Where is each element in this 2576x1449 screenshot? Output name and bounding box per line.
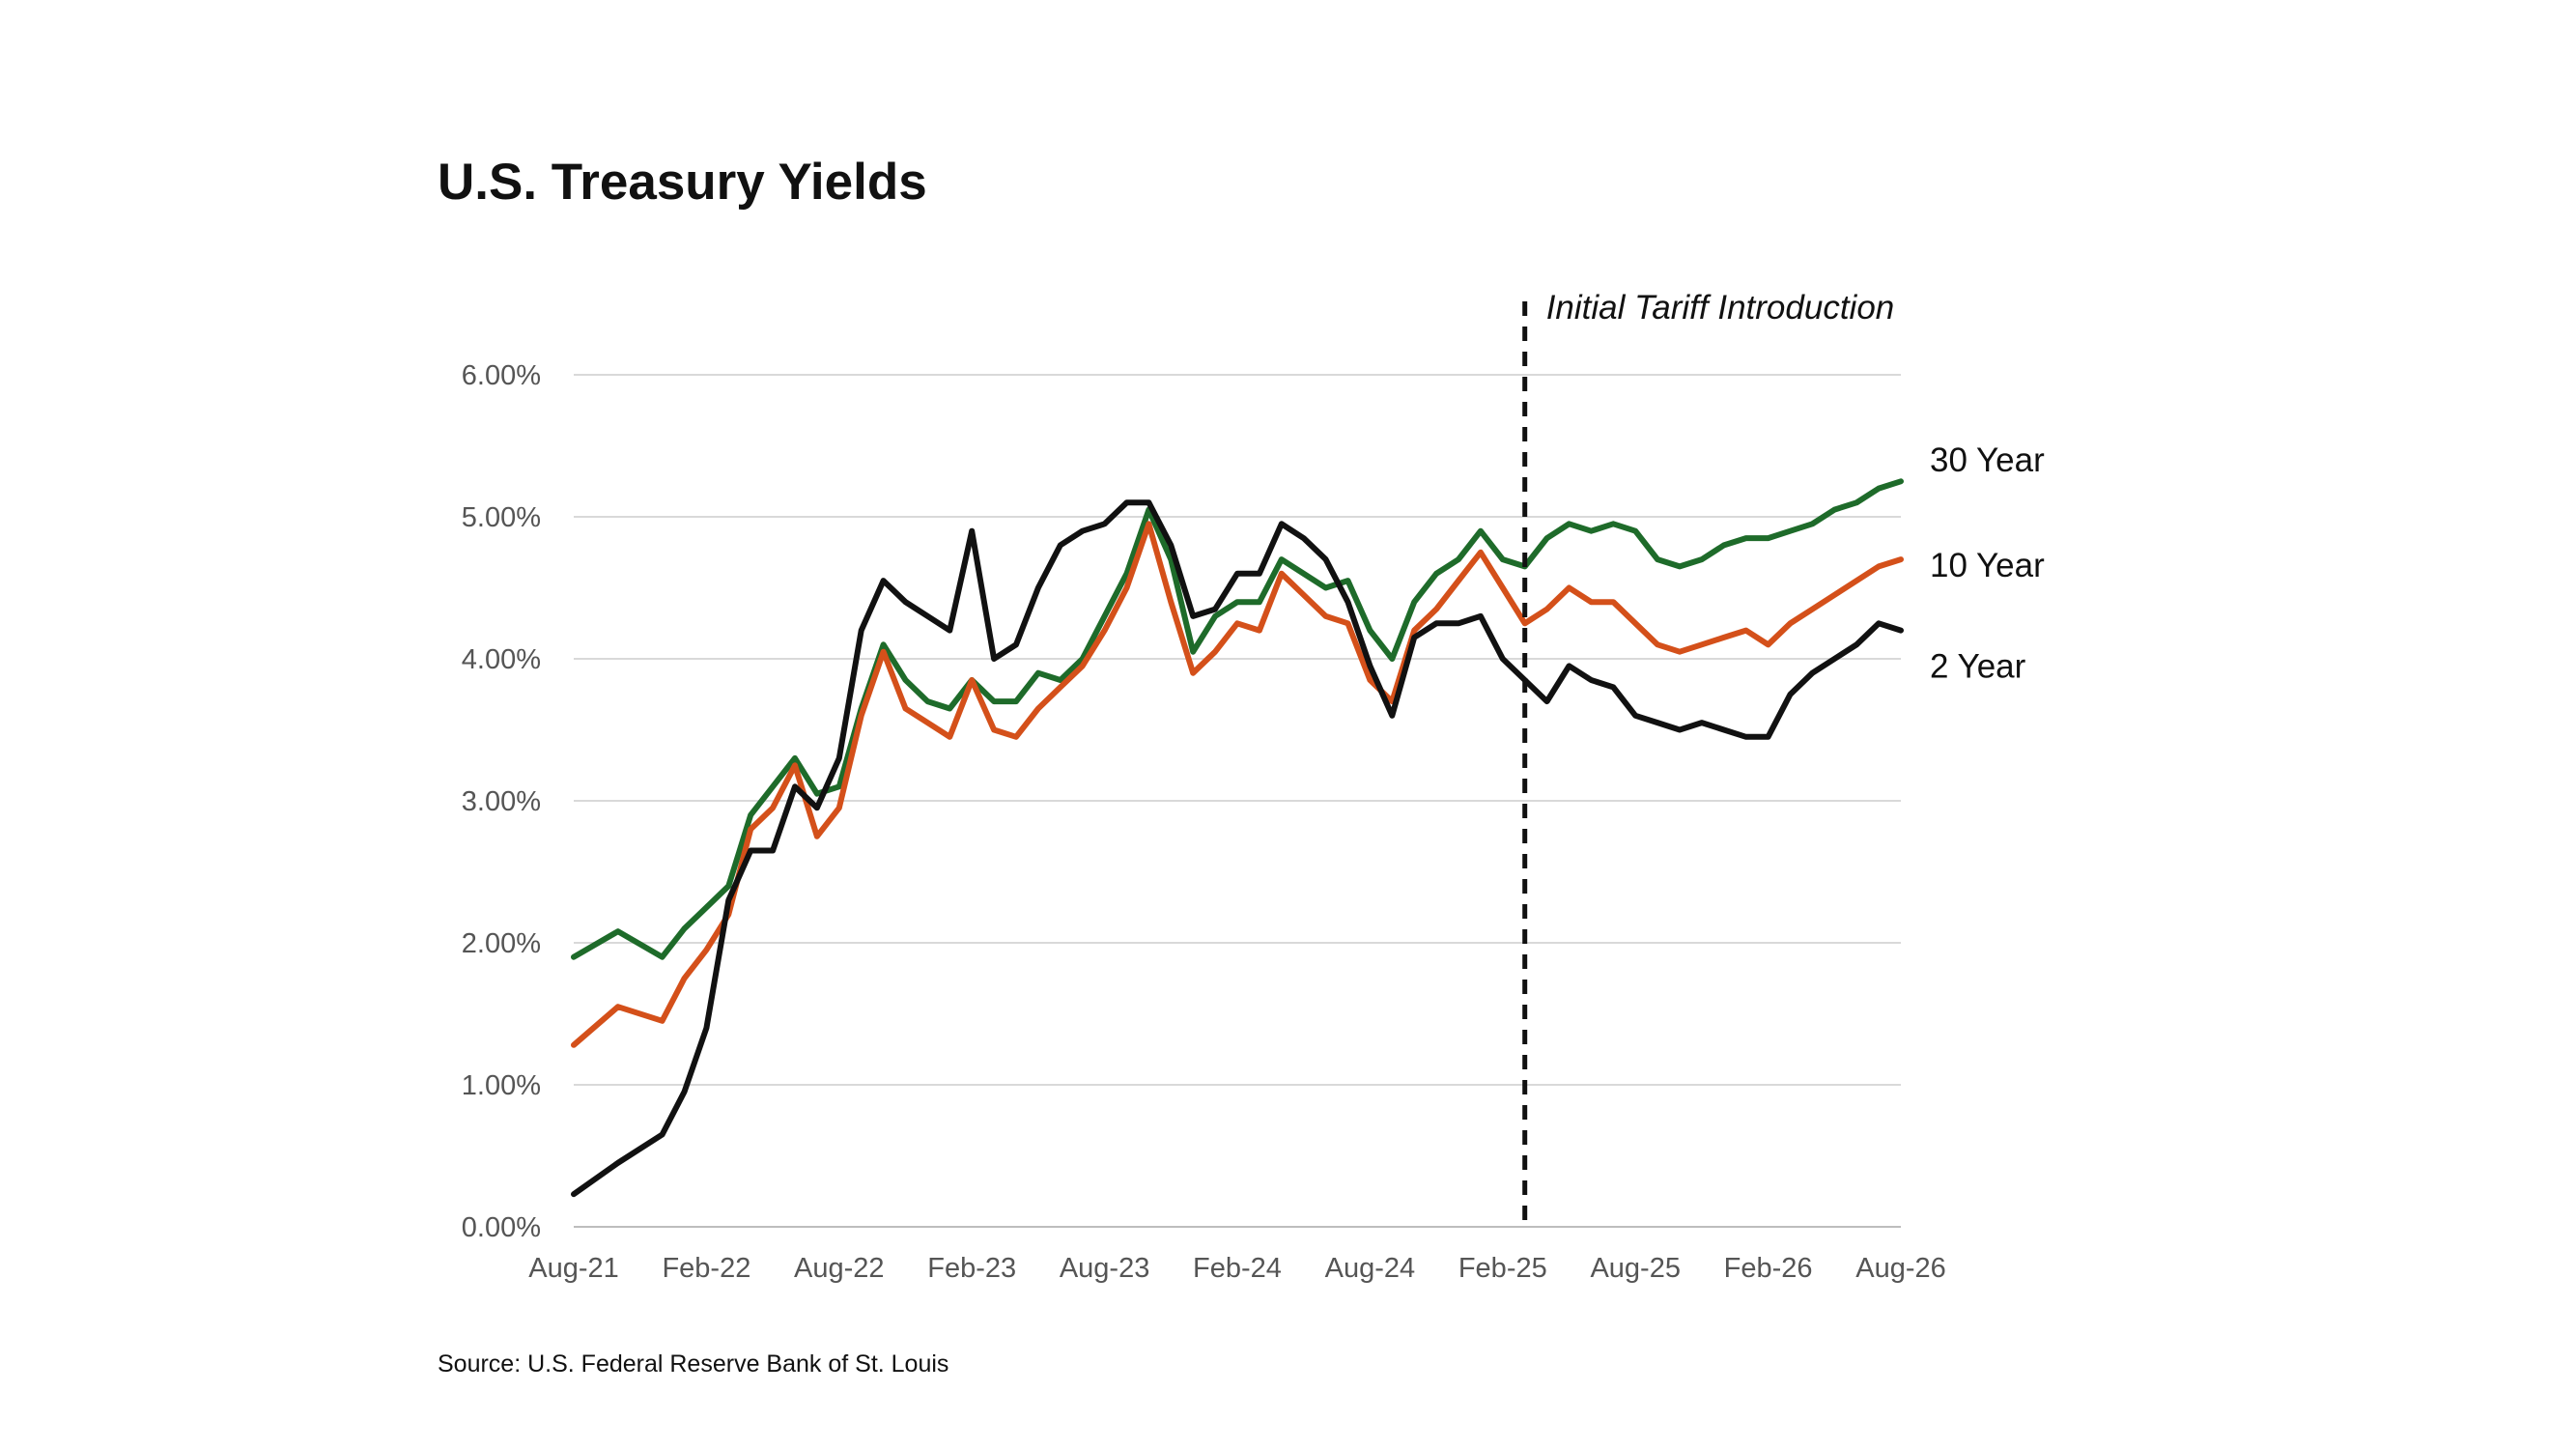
x-tick-label: Aug-21 — [528, 1253, 619, 1284]
y-axis-tick-labels: 0.00% 1.00% 2.00% 3.00% 4.00% 5.00% 6.00% — [462, 360, 541, 1243]
x-axis-tick-labels: Aug-21 Feb-22 Aug-22 Feb-23 Aug-23 Feb-24 Aug-… — [528, 1253, 1946, 1284]
x-tick-label: Aug-25 — [1590, 1253, 1681, 1284]
annotation-label: Initial Tariff Introduction — [1546, 289, 1895, 327]
series-line-30-year — [571, 478, 1904, 960]
y-tick-label: 1.00% — [462, 1070, 541, 1101]
annotation: Initial Tariff Introduction — [1522, 289, 1895, 1229]
x-tick-label: Feb-25 — [1458, 1253, 1547, 1284]
gridlines — [574, 374, 1901, 1228]
x-tick-label: Feb-24 — [1193, 1253, 1282, 1284]
series-label-10-year: 10 Year — [1930, 547, 2045, 584]
x-tick-label: Aug-24 — [1325, 1253, 1416, 1284]
y-tick-label: 6.00% — [462, 360, 541, 391]
x-tick-label: Aug-22 — [794, 1253, 885, 1284]
series-label-30-year: 30 Year — [1930, 441, 2045, 479]
x-tick-label: Feb-26 — [1724, 1253, 1813, 1284]
series-label-2-year: 2 Year — [1930, 647, 2026, 685]
series-end-labels: 30 Year 10 Year 2 Year — [1930, 441, 2045, 685]
series-lines — [571, 478, 1904, 1198]
y-tick-label: 3.00% — [462, 786, 541, 817]
y-tick-label: 4.00% — [462, 644, 541, 675]
x-tick-label: Feb-23 — [927, 1253, 1016, 1284]
chart-source: Source: U.S. Federal Reserve Bank of St.… — [438, 1350, 949, 1378]
series-line-10-year — [571, 521, 1904, 1048]
chart-title: U.S. Treasury Yields — [438, 154, 927, 211]
x-tick-label: Feb-22 — [662, 1253, 750, 1284]
y-tick-label: 5.00% — [462, 502, 541, 533]
x-tick-label: Aug-23 — [1060, 1253, 1150, 1284]
x-tick-label: Aug-26 — [1855, 1253, 1946, 1284]
y-tick-label: 2.00% — [462, 928, 541, 959]
series-line-2-year — [571, 499, 1904, 1198]
y-tick-label: 0.00% — [462, 1212, 541, 1243]
